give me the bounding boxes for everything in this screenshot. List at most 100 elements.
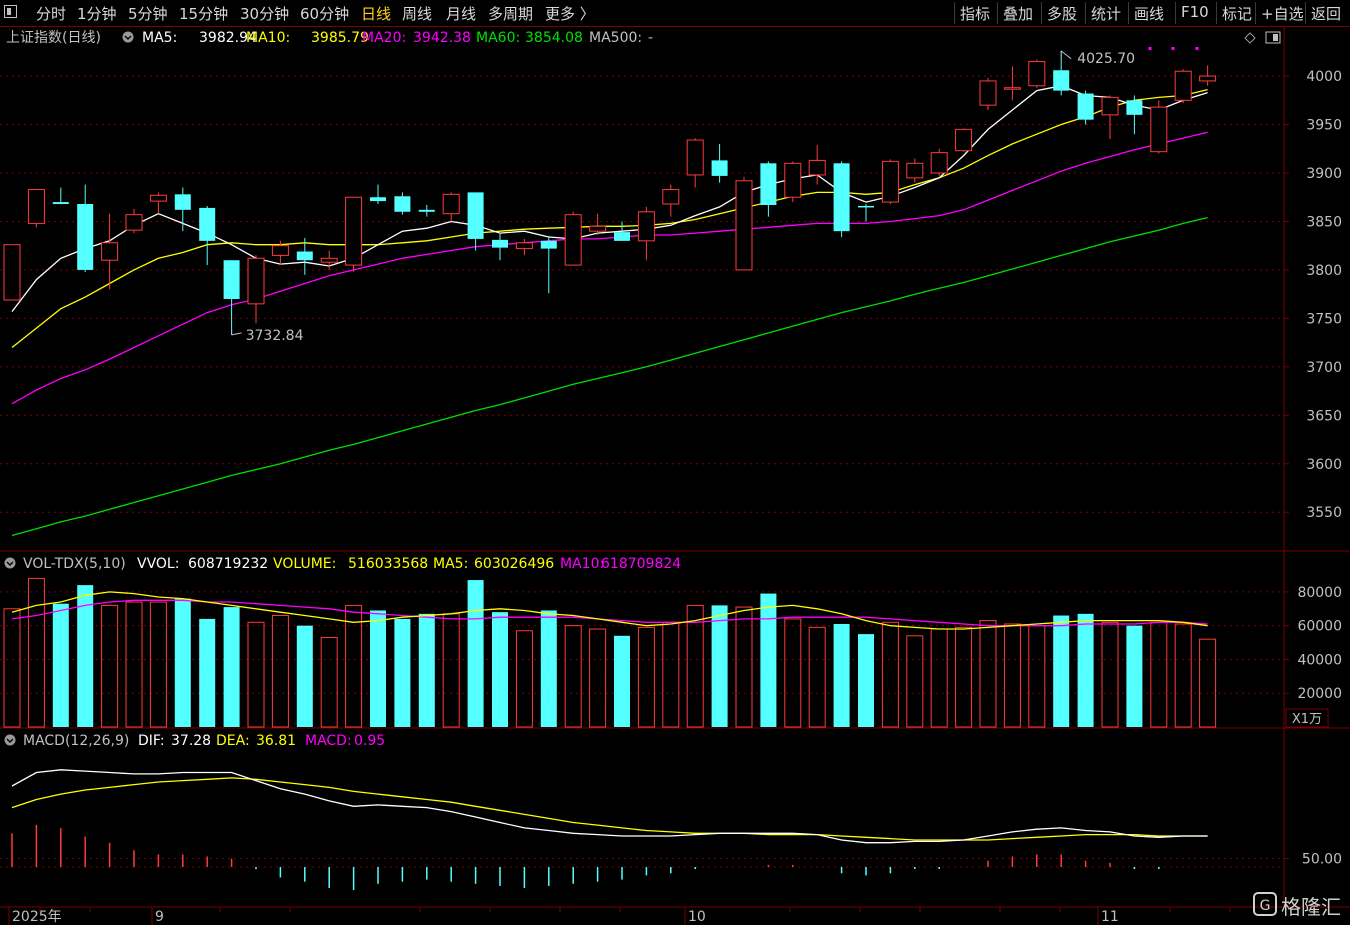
toolbar-button-4[interactable]: 画线 [1134,5,1165,23]
volume-bar-up [881,621,899,728]
volume-ma10-line [11,599,1208,627]
toolbar-tab-3[interactable]: 15分钟 [179,5,229,23]
ma-legend-label: MA500: [589,30,642,46]
low-marker-label: 3732.84 [246,328,304,344]
candle-body-up[interactable] [149,194,167,202]
layout-icon[interactable] [1265,31,1281,44]
candle-body-up[interactable] [1003,87,1021,90]
candle-body-up[interactable] [271,245,289,256]
candle-body-down[interactable] [711,160,728,176]
candle-body-up[interactable] [1150,106,1168,153]
candle-body-up[interactable] [101,242,119,261]
dropdown-icon[interactable] [4,557,16,569]
candle-body-down[interactable] [492,239,508,248]
dropdown-icon[interactable] [4,734,16,746]
toolbar-button-7[interactable]: +自选 [1261,5,1304,23]
candle-body-up[interactable] [686,139,704,176]
candle-body-up[interactable] [345,196,363,266]
toolbar-button-3[interactable]: 统计 [1091,5,1122,23]
signal-dot [1148,47,1152,50]
dropdown-icon[interactable] [122,31,134,43]
price-panel-title: 上证指数(日线) [6,30,101,46]
toolbar-separator [1216,2,1217,24]
macd-tick-label: 50.00 [1302,852,1342,868]
ma-legend-value: 3982.94 [199,30,257,46]
candle-body-up[interactable] [515,242,533,250]
candle-body-down[interactable] [614,232,630,241]
macd-legend-label: DEA: [216,733,250,749]
candle-body-up[interactable] [735,180,753,271]
toolbar-separator [997,2,998,24]
candle-body-down[interactable] [1126,100,1143,115]
candle-body-down[interactable] [370,197,386,202]
candle-body-up[interactable] [589,225,607,232]
price-tick-label: 3950 [1306,118,1342,134]
candle-body-up[interactable] [1028,61,1046,87]
candle-body-down[interactable] [467,192,484,239]
candle-body-up[interactable] [1101,96,1119,116]
volume-bar-up [271,615,289,728]
candle-body-up[interactable] [979,80,997,106]
toolbar-button-8[interactable]: 返回 [1311,5,1342,23]
window-icon[interactable] [4,5,17,18]
candle-body-down[interactable] [418,209,435,212]
toolbar-button-0[interactable]: 指标 [960,5,991,23]
candle-body-up[interactable] [564,214,582,266]
toolbar-tab-6[interactable]: 日线 [361,5,392,23]
candle-body-down[interactable] [1053,70,1070,91]
toolbar-tab-2[interactable]: 5分钟 [128,5,168,23]
candle-body-up[interactable] [881,160,899,203]
candle-body-up[interactable] [906,162,924,179]
volume-tick-label: 80000 [1297,585,1342,601]
candle-body-down[interactable] [199,207,216,241]
toolbar-button-6[interactable]: 标记 [1222,5,1253,23]
candle-body-up[interactable] [27,188,45,224]
candle-body-down[interactable] [296,251,313,261]
volume-bar-down [296,625,313,727]
candle-body-up[interactable] [637,211,655,242]
candle-body-down[interactable] [394,196,411,212]
toolbar-tab-8[interactable]: 月线 [446,5,477,23]
toolbar-tab-9[interactable]: 多周期 [488,5,534,23]
candle-body-down[interactable] [1077,93,1094,120]
candle-body-up[interactable] [930,152,948,174]
candle-body-up[interactable] [442,193,460,215]
toolbar-tab-1[interactable]: 1分钟 [77,5,117,23]
candle-body-up[interactable] [125,214,143,231]
candle-body-up[interactable] [247,257,265,305]
toolbar-button-5[interactable]: F10 [1181,3,1209,21]
toolbar-tab-10[interactable]: 更多 〉 [545,5,595,23]
candle-body-down[interactable] [540,240,557,249]
candle-body-up[interactable] [808,159,826,176]
volume-bar-down [492,612,508,727]
macd-legend-value: 36.81 [256,733,296,749]
candle-body-down[interactable] [174,194,191,210]
candle-body-up[interactable] [662,188,680,205]
candle-body-down[interactable] [77,204,94,270]
candle-body-up[interactable] [784,162,802,198]
candle-body-down[interactable] [833,163,850,232]
volume-bar-up [906,635,924,728]
candle-body-up[interactable] [320,257,338,263]
toolbar-tab-7[interactable]: 周线 [402,5,433,23]
candle-body-up[interactable] [955,128,973,152]
candle-body-up[interactable] [1199,75,1217,82]
toolbar-tab-5[interactable]: 60分钟 [300,5,350,23]
toolbar-tab-4[interactable]: 30分钟 [240,5,290,23]
ma-legend-value: 3942.38 [413,30,471,46]
candle-body-up[interactable] [1174,70,1192,101]
candle-body-up[interactable] [3,244,21,301]
toolbar-button-2[interactable]: 多股 [1047,5,1078,23]
candle-body-down[interactable] [760,163,777,205]
signal-dot [1195,47,1199,50]
macd-legend-label: MACD: [305,733,352,749]
candle-body-down[interactable] [858,205,874,208]
toolbar-button-1[interactable]: 叠加 [1003,5,1034,23]
candle-body-down[interactable] [52,202,69,205]
price-tick-label: 3750 [1306,311,1342,327]
diamond-icon[interactable] [1244,32,1256,44]
volume-bar-up [979,620,997,728]
candle-body-down[interactable] [223,260,240,299]
toolbar-tab-0[interactable]: 分时 [36,5,67,23]
